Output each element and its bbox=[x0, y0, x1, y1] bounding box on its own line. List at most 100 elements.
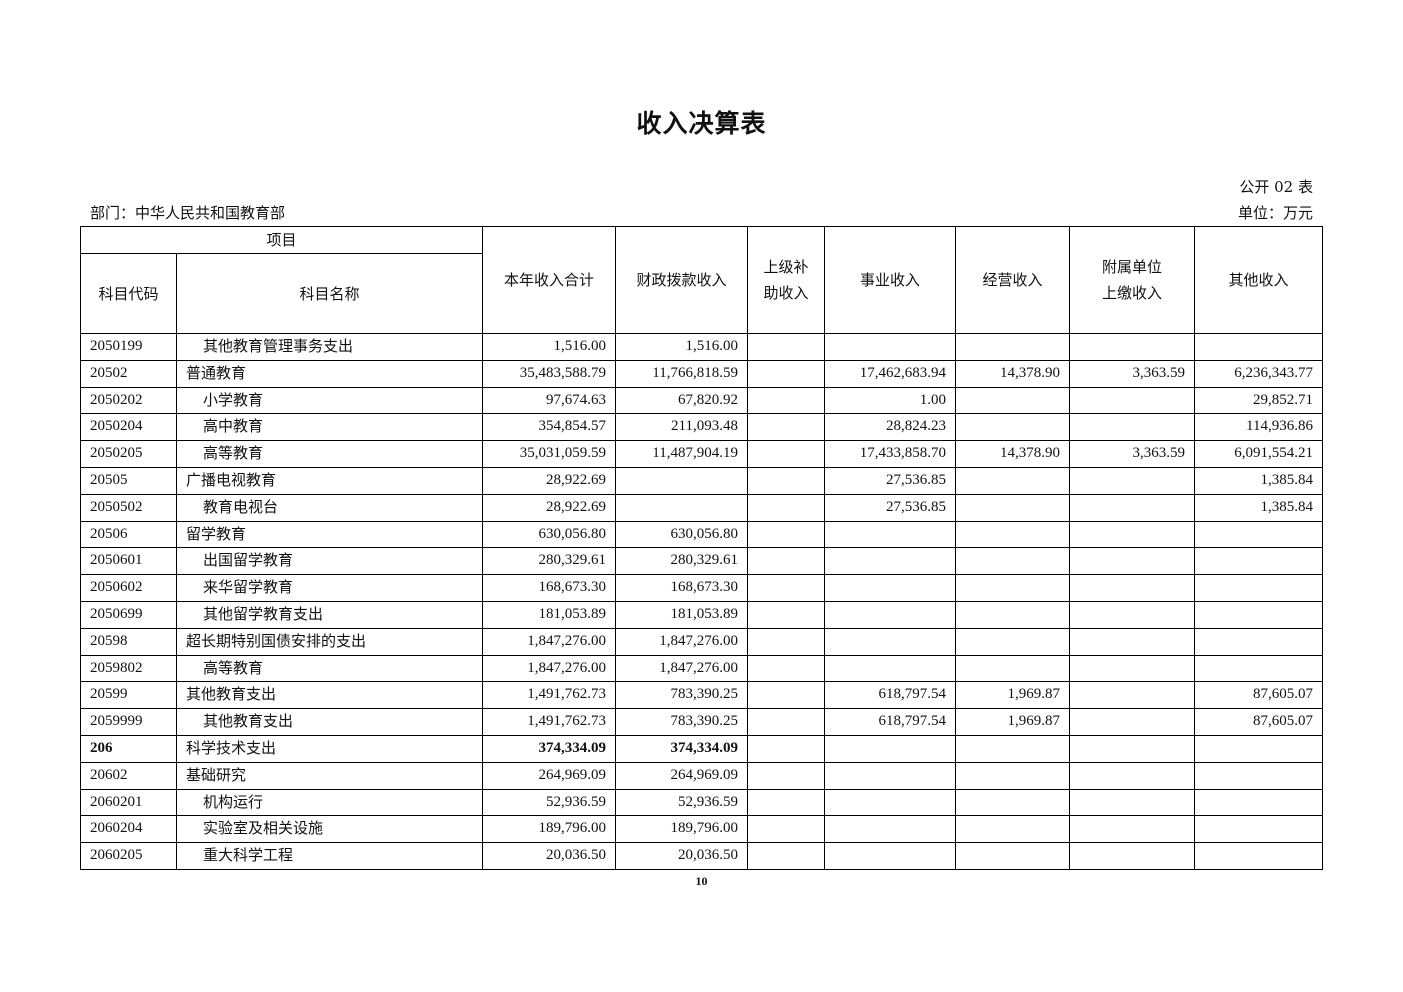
cell-total: 28,922.69 bbox=[482, 493, 616, 522]
department-label: 部门：中华人民共和国教育部 bbox=[90, 204, 286, 222]
table-row: 2050202 小学教育 97,674.63 67,820.92 1.00 29,852.… bbox=[80, 386, 1323, 415]
table-row: 20598 超长期特别国债安排的支出 1,847,276.00 1,847,276.0… bbox=[80, 627, 1323, 656]
cell-fiscal: 1,516.00 bbox=[615, 333, 748, 361]
cell-operating bbox=[955, 493, 1070, 522]
cell-fiscal: 211,093.48 bbox=[615, 413, 748, 442]
cell-name: 来华留学教育 bbox=[176, 574, 483, 602]
income-statement-table: 项目 本年收入合计 财政拨款收入 上级补 助收入 事业收入 经营收入 附属单位 … bbox=[80, 226, 1323, 870]
cell-code: 2050204 bbox=[80, 413, 177, 442]
cell-other bbox=[1194, 574, 1323, 602]
cell-fiscal: 181,053.89 bbox=[615, 600, 748, 629]
cell-total: 280,329.61 bbox=[482, 547, 616, 576]
page-number: 10 bbox=[695, 874, 708, 888]
cell-superior bbox=[747, 815, 825, 844]
cell-total: 1,847,276.00 bbox=[482, 627, 616, 656]
cell-affiliated bbox=[1069, 654, 1195, 683]
cell-name: 出国留学教育 bbox=[176, 547, 483, 576]
cell-superior bbox=[747, 440, 825, 468]
cell-name: 实验室及相关设施 bbox=[176, 815, 483, 844]
table-row: 2060201 机构运行 52,936.59 52,936.59 bbox=[80, 788, 1323, 817]
cell-operating bbox=[955, 600, 1070, 629]
cell-affiliated bbox=[1069, 788, 1195, 817]
cell-other bbox=[1194, 734, 1323, 763]
cell-business: 618,797.54 bbox=[824, 708, 956, 736]
cell-business: 17,433,858.70 bbox=[824, 440, 956, 468]
cell-code: 2050502 bbox=[80, 493, 177, 522]
cell-operating bbox=[955, 734, 1070, 763]
cell-superior bbox=[747, 600, 825, 629]
header-superior: 上级补 助收入 bbox=[747, 226, 825, 334]
table-row: 2059802 高等教育 1,847,276.00 1,847,276.00 bbox=[80, 654, 1323, 683]
cell-superior bbox=[747, 654, 825, 683]
cell-other: 114,936.86 bbox=[1194, 413, 1323, 442]
table-row: 2050199 其他教育管理事务支出 1,516.00 1,516.00 bbox=[80, 333, 1323, 361]
cell-name: 重大科学工程 bbox=[176, 842, 483, 870]
cell-name: 广播电视教育 bbox=[176, 466, 483, 495]
cell-name: 超长期特别国债安排的支出 bbox=[176, 627, 483, 656]
cell-fiscal: 783,390.25 bbox=[615, 681, 748, 710]
cell-total: 35,483,588.79 bbox=[482, 359, 616, 388]
header-name: 科目名称 bbox=[176, 253, 483, 334]
cell-total: 630,056.80 bbox=[482, 520, 616, 549]
cell-total: 189,796.00 bbox=[482, 815, 616, 844]
table-row: 20505 广播电视教育 28,922.69 27,536.85 1,385.84 bbox=[80, 466, 1323, 495]
cell-other: 87,605.07 bbox=[1194, 708, 1323, 736]
cell-operating bbox=[955, 520, 1070, 549]
cell-fiscal bbox=[615, 466, 748, 495]
cell-other: 29,852.71 bbox=[1194, 386, 1323, 415]
cell-superior bbox=[747, 333, 825, 361]
table-row: 2060205 重大科学工程 20,036.50 20,036.50 bbox=[80, 842, 1323, 870]
cell-operating bbox=[955, 413, 1070, 442]
cell-fiscal: 20,036.50 bbox=[615, 842, 748, 870]
cell-business bbox=[824, 333, 956, 361]
cell-code: 20502 bbox=[80, 359, 177, 388]
cell-total: 20,036.50 bbox=[482, 842, 616, 870]
cell-business bbox=[824, 574, 956, 602]
cell-affiliated bbox=[1069, 761, 1195, 790]
cell-name: 教育电视台 bbox=[176, 493, 483, 522]
cell-fiscal: 168,673.30 bbox=[615, 574, 748, 602]
cell-fiscal: 67,820.92 bbox=[615, 386, 748, 415]
cell-affiliated bbox=[1069, 574, 1195, 602]
cell-operating bbox=[955, 842, 1070, 870]
cell-name: 其他教育支出 bbox=[176, 708, 483, 736]
cell-other bbox=[1194, 761, 1323, 790]
cell-operating bbox=[955, 627, 1070, 656]
cell-operating bbox=[955, 547, 1070, 576]
cell-business: 1.00 bbox=[824, 386, 956, 415]
form-number: 公开 02 表 bbox=[1239, 178, 1313, 196]
cell-superior bbox=[747, 520, 825, 549]
cell-operating: 14,378.90 bbox=[955, 440, 1070, 468]
cell-operating: 14,378.90 bbox=[955, 359, 1070, 388]
cell-total: 181,053.89 bbox=[482, 600, 616, 629]
cell-superior bbox=[747, 842, 825, 870]
cell-other: 6,236,343.77 bbox=[1194, 359, 1323, 388]
cell-other bbox=[1194, 654, 1323, 683]
cell-superior bbox=[747, 386, 825, 415]
cell-affiliated bbox=[1069, 413, 1195, 442]
cell-other bbox=[1194, 842, 1323, 870]
cell-affiliated bbox=[1069, 627, 1195, 656]
cell-business: 618,797.54 bbox=[824, 681, 956, 710]
cell-affiliated bbox=[1069, 734, 1195, 763]
cell-fiscal: 280,329.61 bbox=[615, 547, 748, 576]
cell-name: 其他教育管理事务支出 bbox=[176, 333, 483, 361]
cell-code: 2050205 bbox=[80, 440, 177, 468]
table-row: 2059999 其他教育支出 1,491,762.73 783,390.25 618,7… bbox=[80, 708, 1323, 736]
header-business: 事业收入 bbox=[824, 226, 956, 334]
cell-operating bbox=[955, 761, 1070, 790]
cell-code: 2050202 bbox=[80, 386, 177, 415]
cell-operating bbox=[955, 788, 1070, 817]
cell-code: 20598 bbox=[80, 627, 177, 656]
cell-total: 28,922.69 bbox=[482, 466, 616, 495]
cell-name: 基础研究 bbox=[176, 761, 483, 790]
unit-label: 单位：万元 bbox=[1237, 204, 1313, 222]
cell-name: 科学技术支出 bbox=[176, 734, 483, 763]
table-row: 2050502 教育电视台 28,922.69 27,536.85 1,385.84 bbox=[80, 493, 1323, 522]
cell-other bbox=[1194, 627, 1323, 656]
header-fiscal: 财政拨款收入 bbox=[615, 226, 748, 334]
cell-code: 2059999 bbox=[80, 708, 177, 736]
cell-other bbox=[1194, 600, 1323, 629]
cell-business bbox=[824, 654, 956, 683]
cell-business bbox=[824, 627, 956, 656]
